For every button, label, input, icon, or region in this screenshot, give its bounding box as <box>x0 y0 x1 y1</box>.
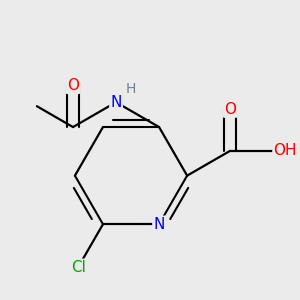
Text: O: O <box>224 102 236 117</box>
Text: OH: OH <box>274 143 297 158</box>
Text: N: N <box>153 217 165 232</box>
Text: Cl: Cl <box>71 260 86 275</box>
Text: O: O <box>67 78 79 93</box>
Text: H: H <box>125 82 136 96</box>
Text: N: N <box>110 95 122 110</box>
